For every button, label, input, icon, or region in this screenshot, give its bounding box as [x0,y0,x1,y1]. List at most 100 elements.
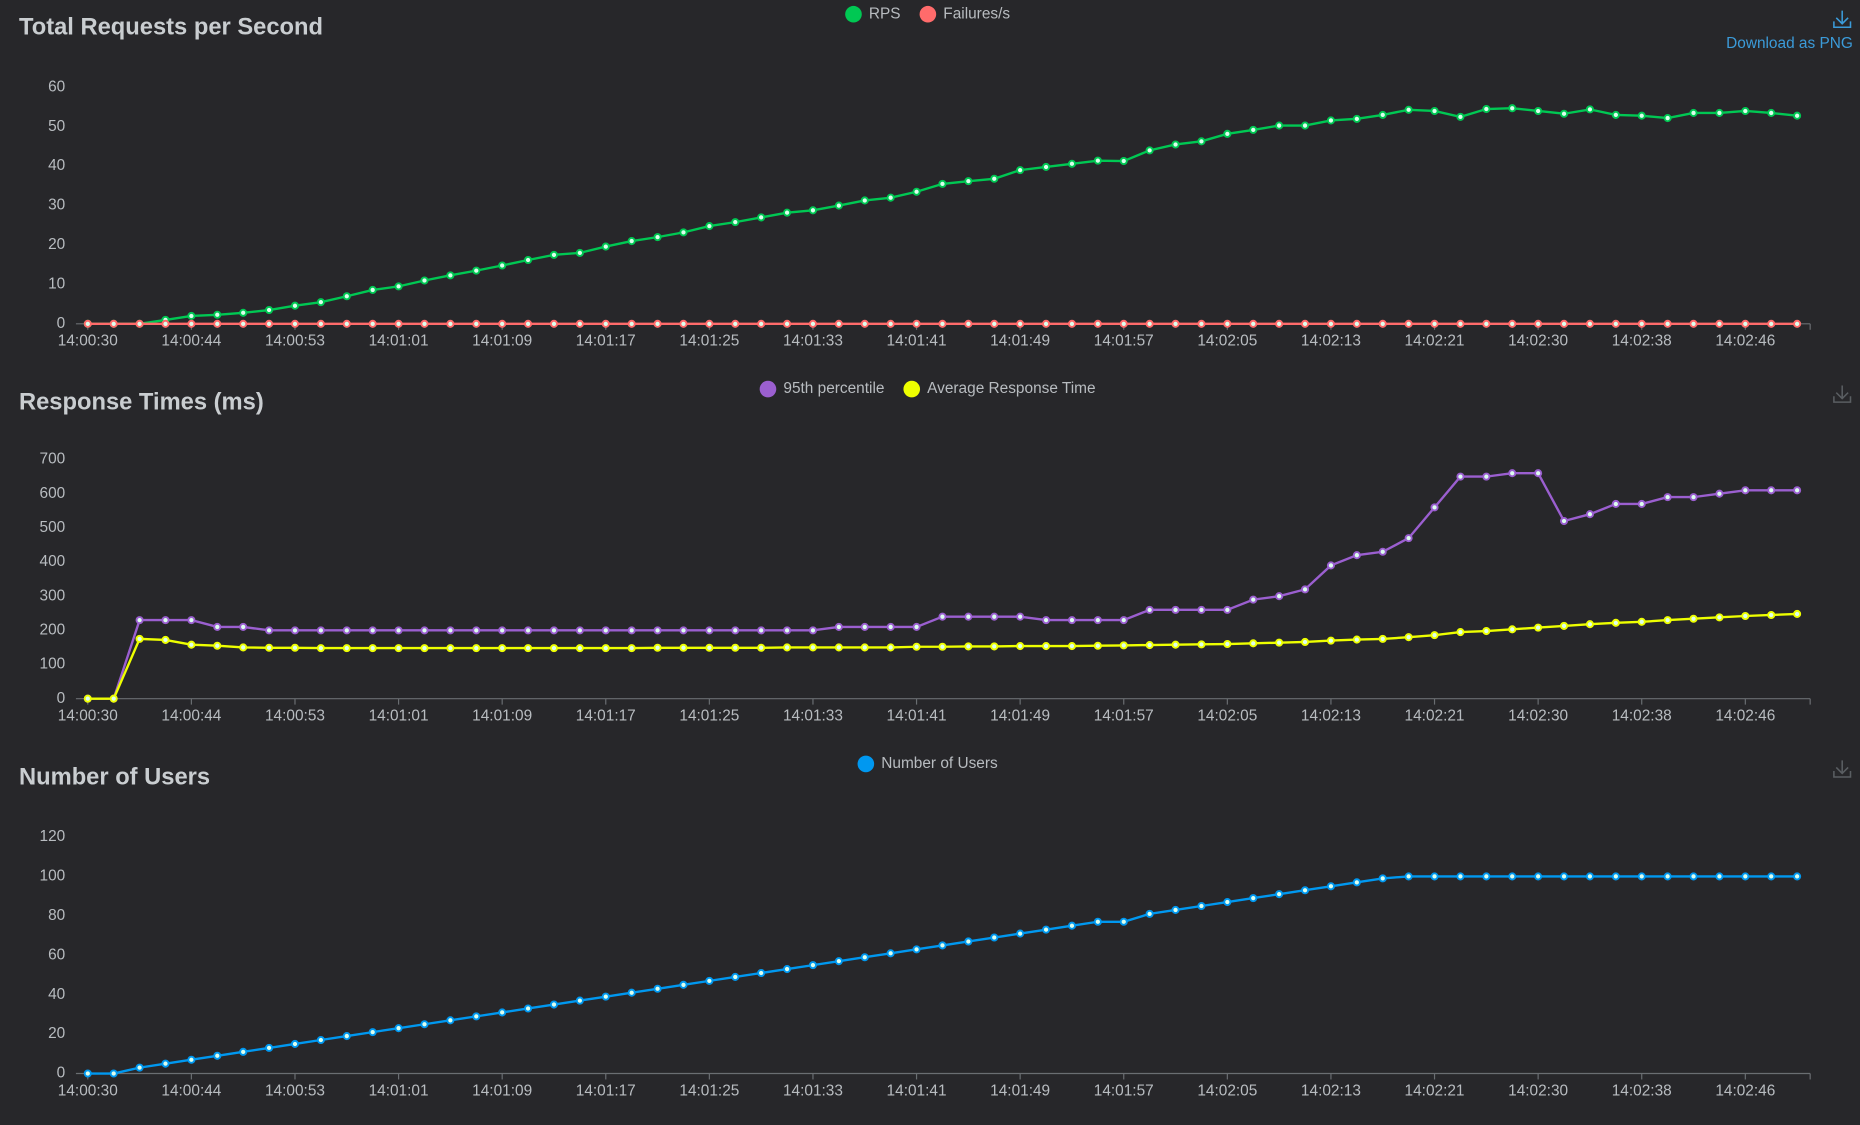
data-point [1145,319,1154,328]
data-point [1559,872,1569,881]
data-point [679,228,688,237]
data-point [627,644,636,653]
y-tick-label: 400 [40,553,66,570]
data-point [1534,106,1543,116]
data-point [213,319,222,328]
x-tick-label: 14:02:30 [1508,333,1568,350]
data-point [1793,609,1802,618]
data-point [1067,319,1076,328]
data-point [1689,108,1698,117]
series-line [87,472,1798,700]
data-point [1689,319,1698,328]
data-point [420,626,429,635]
data-point [1223,605,1232,614]
data-point [524,319,533,328]
data-point [394,319,403,328]
data-point [1326,882,1335,891]
y-tick-label: 500 [40,519,66,536]
data-point [990,642,999,651]
x-tick-label: 14:01:01 [369,1082,429,1099]
x-tick-label: 14:01:01 [369,333,429,350]
data-point [549,250,559,259]
data-point [731,319,740,328]
x-tick-label: 14:01:41 [887,333,947,350]
download-icon[interactable] [1833,10,1852,29]
download-icon[interactable] [1833,385,1852,403]
data-point [1249,125,1258,134]
data-point [627,988,636,997]
data-point [1326,319,1335,328]
y-tick-label: 50 [48,118,65,135]
data-point [1249,595,1258,604]
x-tick-label: 14:01:49 [990,708,1050,725]
x-tick-label: 14:02:30 [1508,708,1568,725]
data-point [834,201,843,210]
data-point [1767,872,1776,881]
data-point [1663,616,1672,625]
data-point [1171,640,1180,649]
x-tick-label: 14:02:21 [1405,333,1465,350]
data-point [1119,917,1128,926]
data-point [265,626,274,635]
series-line [87,107,1798,326]
data-point [653,643,662,652]
data-point [1637,617,1646,626]
data-point [1482,872,1491,881]
data-point [549,1000,559,1009]
data-point [912,622,921,631]
data-point [368,319,377,328]
data-point [1093,641,1102,650]
data-point [627,626,636,635]
data-point [990,933,999,942]
data-point [498,1008,507,1017]
data-point [575,626,584,635]
data-point [394,626,403,635]
x-tick-label: 14:00:30 [58,708,118,725]
data-point [601,626,610,635]
data-point [342,319,351,328]
data-point [1534,319,1543,328]
data-point [1611,618,1620,627]
y-tick-label: 20 [48,236,65,253]
x-tick-label: 14:02:13 [1301,1082,1361,1099]
data-point [316,1035,325,1045]
data-point [1042,162,1051,171]
download-link[interactable]: Download as PNG [1726,35,1853,52]
data-point [1378,319,1387,328]
data-point [1559,621,1569,630]
data-point [1378,634,1387,643]
legend: 95th percentile Average Response Time [759,380,1096,398]
data-point [964,177,973,186]
data-point [1767,486,1776,495]
data-point [1456,319,1465,328]
data-point [627,237,636,246]
data-point [135,634,144,643]
data-point [239,308,248,317]
data-point [1508,104,1517,113]
data-point [679,643,688,652]
data-point [446,1016,455,1025]
data-point [1741,872,1750,881]
data-point [964,319,973,328]
data-point [83,319,92,328]
data-point [601,319,610,328]
data-point [1093,917,1102,926]
data-point [1715,872,1724,881]
data-point [964,937,973,946]
data-point [1482,104,1491,114]
x-tick-label: 14:02:13 [1301,333,1361,350]
data-point [834,319,843,328]
y-tick-label: 300 [40,587,66,604]
data-point [1585,319,1594,328]
x-tick-label: 14:01:57 [1094,708,1154,725]
data-point [1456,112,1465,121]
data-point [161,616,170,625]
data-point [1223,129,1232,138]
data-point [1016,319,1025,328]
data-point [187,640,196,649]
x-tick-label: 14:01:09 [472,1082,532,1099]
download-icon[interactable] [1833,760,1852,778]
data-point [886,319,895,328]
data-point [83,694,92,703]
